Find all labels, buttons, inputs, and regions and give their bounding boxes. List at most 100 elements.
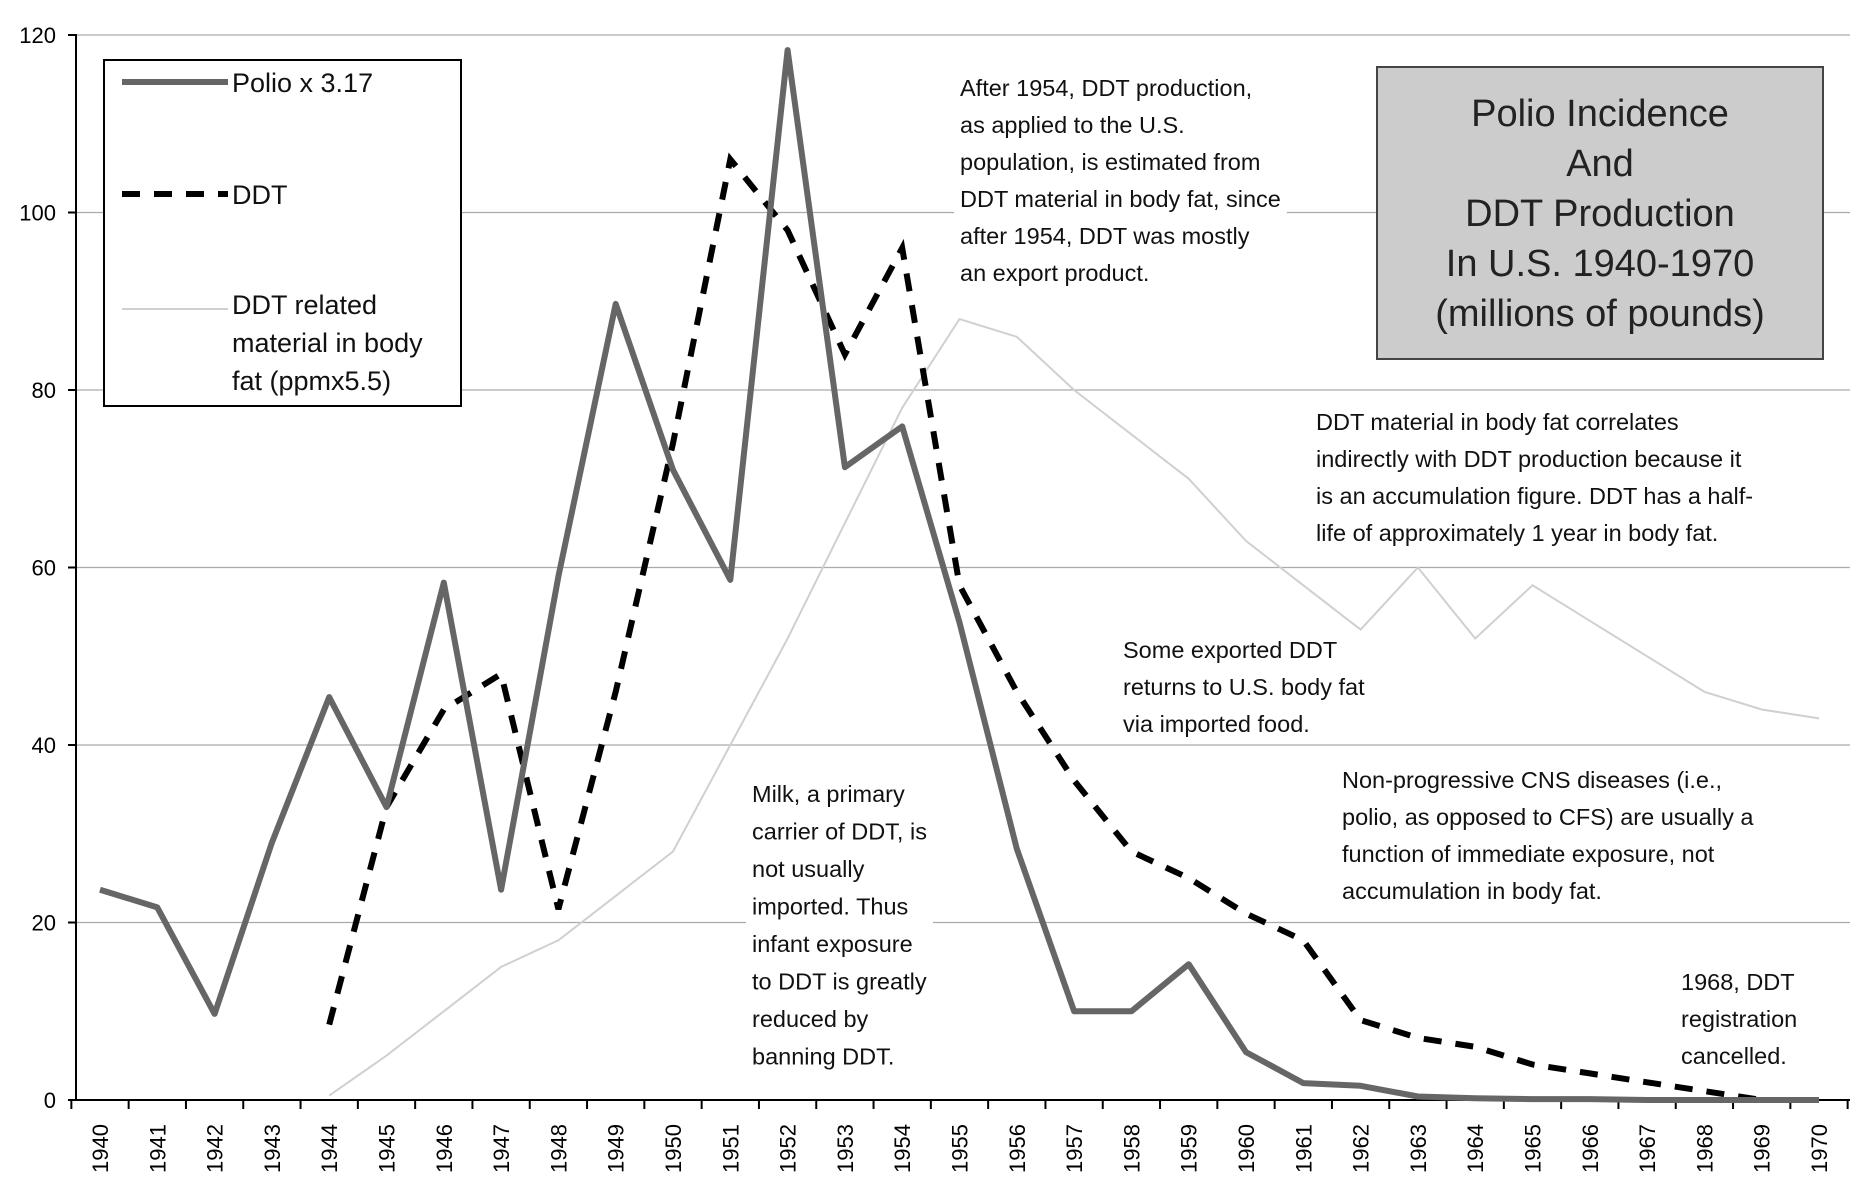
x-tick-label: 1967	[1635, 1124, 1660, 1173]
annotation-background	[954, 71, 1287, 290]
annotation-background	[1310, 405, 1760, 550]
x-tick-label: 1966	[1578, 1124, 1603, 1173]
x-tick-label: 1969	[1750, 1124, 1775, 1173]
annotation-line: 1968, DDT	[1681, 969, 1795, 995]
annotation-line: DDT material in body fat correlates	[1316, 409, 1679, 435]
annotation-line: polio, as opposed to CFS) are usually a	[1342, 804, 1754, 830]
legend-label: material in body	[232, 328, 423, 358]
legend: Polio x 3.17 DDT DDT related material in bo…	[103, 59, 462, 407]
annotation-background	[1117, 633, 1372, 741]
x-tick-label: 1960	[1234, 1124, 1259, 1173]
annotation-line: after 1954, DDT was mostly	[960, 223, 1250, 249]
title-box-background	[1376, 66, 1824, 360]
y-tick-label: 100	[19, 201, 56, 226]
annotation-line: accumulation in body fat.	[1342, 878, 1602, 904]
x-tick-label: 1953	[833, 1124, 858, 1173]
annotation-exported: Some exported DDT returns to U.S. body fa…	[1117, 633, 1372, 741]
x-tick-label: 1948	[546, 1124, 571, 1173]
x-tick-label: 1947	[489, 1124, 514, 1173]
x-tick-label: 1958	[1119, 1124, 1144, 1173]
x-tick-label: 1968	[1692, 1124, 1717, 1173]
x-tick-label: 1954	[890, 1124, 915, 1173]
annotation-line: DDT material in body fat, since	[960, 186, 1281, 212]
x-tick-label: 1950	[661, 1124, 686, 1173]
series-line-2	[328, 317, 1820, 1097]
x-tick-label: 1962	[1349, 1124, 1374, 1173]
x-tick-label: 1952	[776, 1124, 801, 1173]
y-tick-label: 0	[44, 1088, 56, 1113]
x-tick-label: 1940	[88, 1124, 113, 1173]
annotation-after-1954: After 1954, DDT production, as applied to…	[954, 71, 1287, 290]
title-line: Polio Incidence	[1471, 93, 1729, 135]
title-line: And	[1566, 143, 1634, 185]
annotation-line: imported. Thus	[752, 894, 908, 920]
legend-labels: Polio x 3.17 DDT DDT related material in bo…	[232, 68, 423, 396]
title-box: Polio Incidence And DDT Production In U.S. …	[1376, 66, 1824, 360]
legend-label: DDT	[232, 180, 288, 210]
annotation-line: an export product.	[960, 260, 1149, 286]
title-line: (millions of pounds)	[1435, 293, 1764, 335]
x-tick-label: 1961	[1291, 1124, 1316, 1173]
annotation-line: Non-progressive CNS diseases (i.e.,	[1342, 767, 1722, 793]
annotation-line: via imported food.	[1123, 711, 1310, 737]
legend-label: Polio x 3.17	[232, 68, 373, 98]
legend-label: DDT related	[232, 290, 377, 320]
x-tick-label: 1945	[375, 1124, 400, 1173]
annotation-line: not usually	[752, 856, 865, 882]
x-tick-label: 1943	[260, 1124, 285, 1173]
x-tick-label: 1957	[1062, 1124, 1087, 1173]
annotation-accumulation: DDT material in body fat correlates indir…	[1310, 405, 1760, 550]
x-tick-label: 1946	[432, 1124, 457, 1173]
x-tick-labels: 1940 1941 1942 1943 1944 1945 1946 1947 1948 1949…	[88, 1124, 1832, 1173]
x-tick-label: 1959	[1177, 1124, 1202, 1173]
x-tick-label: 1963	[1406, 1124, 1431, 1173]
annotation-line: After 1954, DDT production,	[960, 75, 1252, 101]
series-lines	[99, 47, 1820, 1103]
annotations: After 1954, DDT production, as applied to…	[746, 71, 1804, 1074]
x-tick-label: 1944	[317, 1124, 342, 1173]
annotation-line: life of approximately 1 year in body fat…	[1316, 520, 1718, 546]
annotation-line: carrier of DDT, is	[752, 819, 927, 845]
y-tick-label: 20	[32, 911, 56, 936]
x-tick-label: 1955	[948, 1124, 973, 1173]
title-line: DDT Production	[1465, 193, 1735, 235]
y-tick-labels: 0 20 40 60 80 100 120	[19, 23, 56, 1113]
x-tick-label: 1949	[604, 1124, 629, 1173]
annotation-1968: 1968, DDT registration cancelled.	[1675, 965, 1804, 1073]
y-tick-label: 80	[32, 378, 56, 403]
annotation-line: returns to U.S. body fat	[1123, 674, 1365, 700]
annotation-line: infant exposure	[752, 931, 913, 957]
annotation-milk: Milk, a primary carrier of DDT, is not usu…	[746, 777, 933, 1074]
y-tick-label: 60	[32, 556, 56, 581]
annotation-line: registration	[1681, 1006, 1797, 1032]
x-tick-label: 1951	[718, 1124, 743, 1173]
legend-box	[103, 59, 462, 407]
x-tick-label: 1941	[145, 1124, 170, 1173]
x-tick-label: 1970	[1807, 1124, 1832, 1173]
x-tick-label: 1964	[1463, 1124, 1488, 1173]
annotation-cns: Non-progressive CNS diseases (i.e., polio…	[1336, 763, 1761, 908]
chart-title: Polio Incidence And DDT Production In U.S. …	[1435, 93, 1764, 335]
annotation-line: is an accumulation figure. DDT has a hal…	[1316, 483, 1753, 509]
legend-label: fat (ppmx5.5)	[232, 366, 391, 396]
x-tick-label: 1965	[1521, 1124, 1546, 1173]
annotation-line: banning DDT.	[752, 1044, 894, 1070]
annotation-line: function of immediate exposure, not	[1342, 841, 1715, 867]
annotation-line: as applied to the U.S.	[960, 112, 1185, 138]
annotation-line: cancelled.	[1681, 1043, 1787, 1069]
series-line-0	[99, 47, 1819, 1103]
title-line: In U.S. 1940-1970	[1446, 243, 1754, 285]
annotation-background	[746, 777, 933, 1074]
annotation-line: Some exported DDT	[1123, 637, 1337, 663]
y-tick-label: 120	[19, 23, 56, 48]
annotation-background	[1336, 763, 1761, 908]
annotation-line: population, is estimated from	[960, 149, 1260, 175]
annotation-line: to DDT is greatly	[752, 969, 927, 995]
y-tick-label: 40	[32, 733, 56, 758]
annotation-background	[1675, 965, 1804, 1073]
annotation-line: Milk, a primary	[752, 781, 905, 807]
annotation-line: indirectly with DDT production because i…	[1316, 446, 1742, 472]
x-tick-label: 1942	[203, 1124, 228, 1173]
x-tick-label: 1956	[1005, 1124, 1030, 1173]
